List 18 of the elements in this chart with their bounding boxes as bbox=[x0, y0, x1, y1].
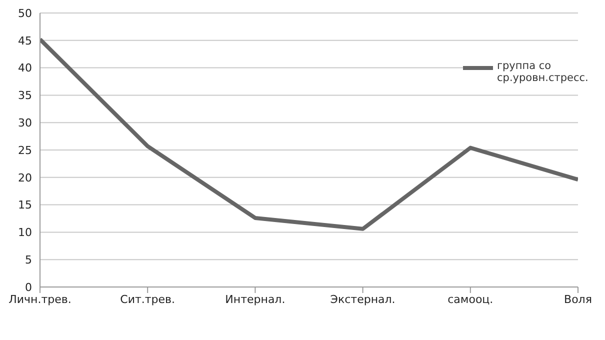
x-tick-label: Воля bbox=[564, 292, 592, 306]
y-tick-label: 25 bbox=[18, 144, 32, 157]
x-tick-label: Экстернал. bbox=[330, 292, 396, 306]
y-tick-label: 15 bbox=[18, 198, 32, 212]
x-tick-label: Личн.трев. bbox=[8, 292, 72, 306]
y-tick-label: 50 bbox=[18, 6, 32, 20]
y-tick-label: 30 bbox=[18, 116, 32, 130]
x-tick-label: Сит.трев. bbox=[120, 292, 176, 306]
legend-label: группа со ср.уровн.стресс. bbox=[497, 60, 588, 84]
y-tick-label: 35 bbox=[18, 89, 32, 102]
y-tick-label: 20 bbox=[18, 171, 32, 184]
x-tick-label: самооц. bbox=[448, 292, 494, 306]
y-tick-label: 5 bbox=[25, 254, 32, 267]
x-tick-label: Интернал. bbox=[225, 292, 286, 306]
y-tick-label: 40 bbox=[18, 62, 32, 75]
y-tick-label: 10 bbox=[18, 226, 32, 240]
y-tick-label: 0 bbox=[25, 280, 32, 294]
y-tick-label: 45 bbox=[18, 34, 32, 48]
